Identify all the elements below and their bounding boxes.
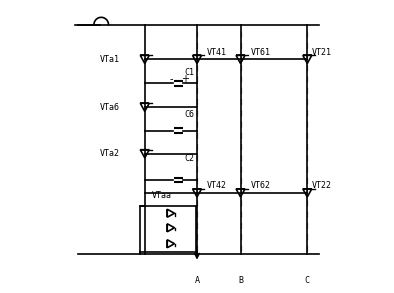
Text: C1: C1 <box>184 68 194 77</box>
Text: C2: C2 <box>184 154 194 163</box>
Text: VT41: VT41 <box>207 48 227 57</box>
Text: +: + <box>181 74 190 84</box>
Text: C: C <box>305 276 310 285</box>
Text: VTa6: VTa6 <box>100 103 120 112</box>
Text: VTa1: VTa1 <box>100 55 120 64</box>
Text: A: A <box>195 276 199 285</box>
Text: C6: C6 <box>184 110 194 119</box>
Text: VT62: VT62 <box>251 181 271 190</box>
Text: VT22: VT22 <box>312 181 332 190</box>
Text: VT61: VT61 <box>251 48 271 57</box>
Text: VTaa: VTaa <box>152 191 172 200</box>
Text: -: - <box>169 74 173 84</box>
Text: VT21: VT21 <box>312 48 332 57</box>
Text: VT42: VT42 <box>207 181 227 190</box>
Text: VTa2: VTa2 <box>100 149 120 158</box>
Text: B: B <box>238 276 243 285</box>
